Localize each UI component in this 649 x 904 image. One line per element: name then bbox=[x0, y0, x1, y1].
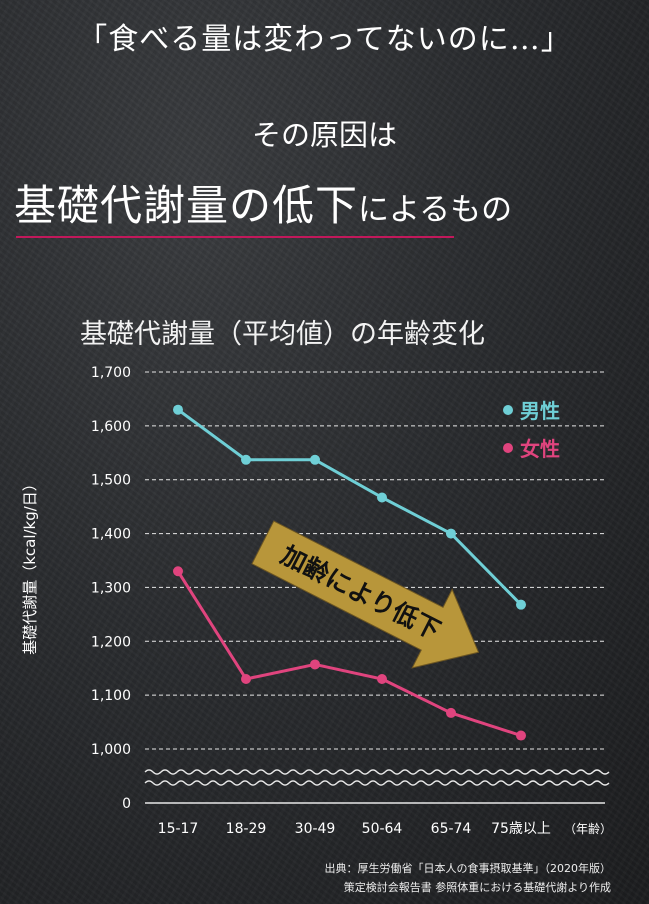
chart-title: 基礎代謝量（平均値）の年齢変化 bbox=[80, 319, 485, 350]
y-tick-label: 1,200 bbox=[91, 634, 131, 650]
y-tick-label: 1,700 bbox=[91, 365, 131, 381]
data-point bbox=[516, 730, 526, 741]
x-tick-label: 50-64 bbox=[362, 821, 403, 837]
y-tick-label: 1,500 bbox=[91, 473, 131, 489]
x-tick-label: 18-29 bbox=[226, 821, 267, 837]
axis-break bbox=[144, 769, 610, 775]
data-point bbox=[310, 659, 320, 670]
data-point bbox=[377, 673, 387, 684]
data-point bbox=[516, 599, 526, 610]
y-tick-label: 0 bbox=[122, 796, 131, 812]
series-line-male bbox=[177, 408, 523, 606]
subtitle-emphasis: 基礎代謝量の低下 bbox=[14, 181, 359, 230]
y-tick-label: 1,300 bbox=[91, 580, 131, 596]
y-tick-label: 1,600 bbox=[91, 419, 131, 435]
axis-break bbox=[144, 780, 610, 786]
data-point bbox=[241, 673, 251, 684]
x-tick-label: 65-74 bbox=[431, 821, 472, 837]
subtitle-suffix: によるもの bbox=[358, 192, 513, 228]
source-line1: 出典：厚生労働省「日本人の食事摂取基準」（2020年版） bbox=[324, 862, 612, 875]
data-point bbox=[446, 528, 456, 539]
y-tick-label: 1,400 bbox=[91, 527, 131, 543]
subtitle-line1: その原因は bbox=[251, 118, 397, 152]
legend-marker bbox=[503, 443, 513, 453]
trend-arrow-shape bbox=[251, 520, 480, 669]
emphasis-underline bbox=[16, 236, 454, 238]
legend-label: 男性 bbox=[520, 399, 560, 423]
trend-annotation: 加齢により低下 bbox=[275, 540, 445, 646]
y-tick-label: 1,000 bbox=[91, 742, 131, 758]
series-line-female bbox=[176, 570, 522, 737]
subtitle-line2: 基礎代謝量の低下によるもの bbox=[14, 172, 644, 233]
source-line2: 策定検討会報告書 参照体重における基礎代謝より作成 bbox=[343, 881, 611, 894]
trend-arrow: 加齢により低下 bbox=[251, 520, 480, 669]
data-point bbox=[310, 454, 320, 465]
x-tick-label: 15-17 bbox=[158, 821, 199, 837]
data-point bbox=[173, 566, 183, 577]
legend-marker bbox=[503, 405, 513, 415]
legend-label: 女性 bbox=[520, 437, 560, 461]
data-point bbox=[241, 454, 251, 465]
x-unit-label: （年齢） bbox=[564, 821, 612, 836]
data-point bbox=[173, 404, 183, 415]
data-point bbox=[377, 492, 387, 503]
x-tick-label: 30-49 bbox=[295, 821, 336, 837]
y-tick-label: 1,100 bbox=[91, 688, 131, 704]
data-point bbox=[446, 707, 456, 718]
headline: 「食べる量は変わってないのに…」 bbox=[77, 22, 572, 57]
x-tick-label: 75歳以上 bbox=[491, 821, 551, 837]
